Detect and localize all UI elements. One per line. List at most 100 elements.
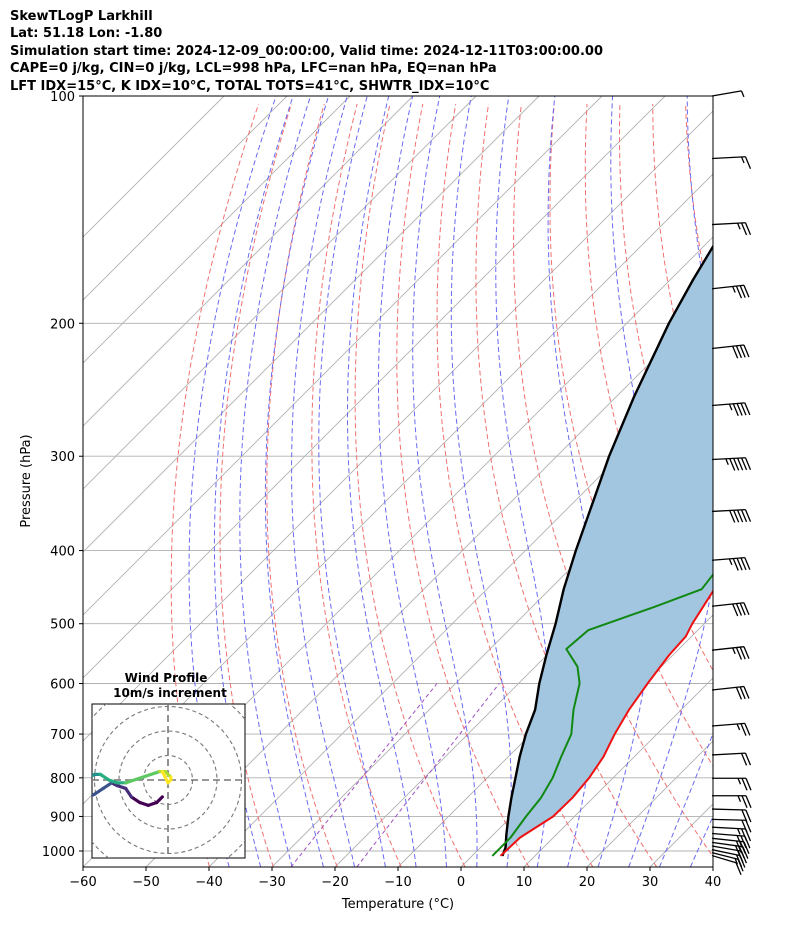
wind-barb-flag	[743, 602, 750, 615]
hodograph-inset: Wind Profile 10m/s increment	[67, 671, 246, 859]
moist-adiabat-line	[412, 96, 478, 867]
wind-barb-staff	[711, 826, 746, 830]
wind-barb-staff	[711, 852, 739, 860]
wind-barb-staff	[711, 402, 745, 407]
y-tick-label: 600	[50, 678, 75, 693]
wind-barb-flag	[734, 845, 742, 858]
wind-barb-flag	[732, 558, 739, 571]
header-title: SkewTLogP Larkhill	[10, 9, 153, 24]
mixing-ratio-line	[356, 683, 500, 867]
wind-barbs	[711, 90, 752, 876]
hodograph-trace-segment	[101, 781, 114, 791]
wind-barb	[711, 556, 751, 571]
x-tick-label: 40	[705, 875, 722, 890]
isotherm-line	[83, 96, 477, 490]
wind-barb-flag	[740, 402, 747, 416]
dry-adiabat-line	[718, 104, 794, 867]
wind-barb	[711, 344, 750, 359]
wind-barb-flag	[740, 557, 747, 571]
wind-barb-flag	[736, 835, 743, 848]
moist-adiabat-line	[721, 96, 794, 867]
wind-barb-flag	[744, 156, 752, 169]
wind-barb	[711, 832, 751, 849]
wind-barb-flag	[729, 510, 736, 523]
wind-barb	[711, 752, 752, 766]
wind-barb-staff	[711, 722, 745, 727]
hodograph-trace-segment	[92, 792, 97, 798]
wind-barb	[711, 826, 752, 842]
wind-barb-half-flag	[737, 777, 742, 785]
moist-adiabat-line	[264, 96, 329, 867]
wind-barb	[711, 402, 751, 417]
chart-header: SkewTLogP Larkhill Lat: 51.18 Lon: -1.80…	[10, 8, 603, 95]
wind-barb	[711, 808, 752, 823]
wind-barb-flag	[743, 284, 750, 298]
hodograph-trace-segment	[160, 769, 170, 785]
moist-adiabat-line	[495, 96, 552, 867]
wind-barb-staff	[711, 646, 745, 651]
x-tick-label: −20	[321, 875, 348, 890]
moist-adiabat-line	[628, 96, 713, 867]
wind-barb-half-flag	[732, 647, 736, 655]
wind-barb-flag	[745, 809, 752, 823]
wind-barb-half-flag	[734, 858, 739, 865]
y-tick-label: 400	[50, 545, 75, 560]
wind-barb-flag	[739, 345, 746, 358]
wind-barb-half-flag	[725, 458, 729, 466]
x-tick-label: −30	[258, 875, 285, 890]
hodograph-trace-segment	[98, 772, 111, 782]
wind-barb-half-flag	[737, 222, 741, 230]
wind-barb	[711, 818, 752, 833]
wind-barb	[711, 457, 752, 471]
isotherm-line	[83, 110, 713, 742]
header-stability-indices: LFT IDX=15°C, K IDX=10°C, TOTAL TOTS=41°…	[10, 78, 490, 94]
y-tick-label: 800	[50, 772, 75, 787]
wind-barb-flag	[736, 557, 743, 571]
wind-barb-half-flag	[728, 403, 733, 411]
hodograph-content	[67, 704, 245, 858]
isotherm-line	[83, 96, 225, 238]
wind-barb-flag	[744, 723, 751, 736]
wind-barb-flag	[743, 646, 750, 659]
dry-adiabat-line	[513, 103, 713, 858]
wind-barb-flag	[737, 457, 744, 471]
x-tick-label: −10	[384, 875, 411, 890]
x-tick-label: −40	[195, 875, 222, 890]
wind-barb-staff	[711, 752, 746, 756]
x-tick-label: 0	[457, 875, 465, 890]
isotherm-line	[83, 96, 603, 616]
wind-barb-half-flag	[740, 156, 745, 164]
wind-barb-flag	[744, 457, 752, 470]
moist-adiabat-line	[239, 96, 311, 867]
wind-barb-flag	[739, 602, 746, 616]
moist-adiabat-line	[318, 96, 386, 867]
wind-barb-staff	[711, 832, 745, 837]
wind-barb	[711, 509, 752, 523]
wind-barb-flag	[732, 346, 739, 359]
dry-adiabat-line	[549, 103, 713, 767]
wind-barb-staff	[711, 818, 746, 821]
wind-barb-flag	[735, 603, 743, 616]
wind-barb-flag	[733, 458, 740, 471]
dry-adiabat-line	[784, 104, 794, 867]
mixing-ratio-line	[290, 683, 438, 867]
isotherm-line	[208, 362, 713, 867]
hodograph-trace-segment	[124, 786, 133, 799]
wind-barb-flag	[735, 285, 743, 299]
wind-barb-staff	[711, 841, 743, 848]
wind-barb	[711, 90, 745, 98]
wind-barb-half-flag	[728, 558, 733, 566]
wind-barb-flag	[745, 819, 752, 833]
moist-adiabat-line	[378, 96, 447, 867]
wind-barb-flag	[744, 402, 751, 416]
wind-barb-flag	[735, 854, 743, 868]
hodograph-trace-segment	[67, 791, 73, 799]
x-tick-label: 20	[579, 875, 596, 890]
wind-barb-flag	[739, 646, 746, 660]
y-tick-label: 700	[50, 728, 75, 743]
wind-barb-flag	[745, 795, 752, 809]
wind-barb-flag	[739, 285, 746, 298]
cin-shaded-area	[500, 246, 713, 856]
dewpoint-line	[491, 572, 713, 857]
dry-adiabat-line	[652, 103, 713, 456]
